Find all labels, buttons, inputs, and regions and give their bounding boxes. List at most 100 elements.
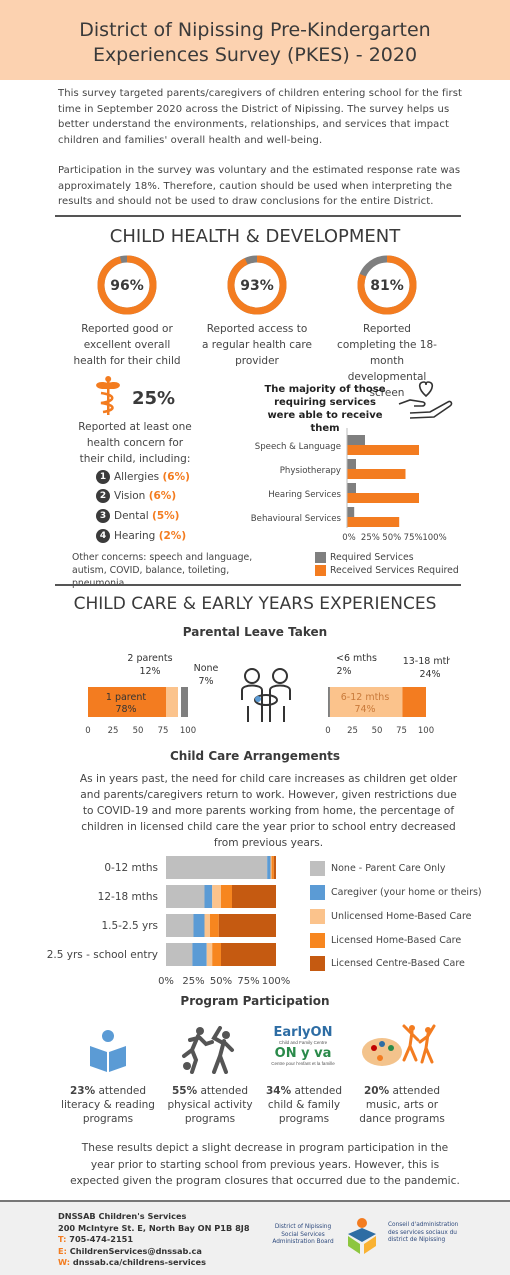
cc-segment	[267, 856, 271, 879]
cc-segment	[210, 914, 219, 937]
duration-value-13-18: 24%	[419, 669, 440, 680]
cc-segment	[270, 856, 272, 879]
cc-segment	[232, 885, 276, 908]
duration-segment	[329, 687, 403, 717]
intro-paragraph-2: Participation in the survey was voluntar…	[58, 165, 461, 207]
cc-segment	[166, 943, 193, 966]
donut-2-value: 93%	[240, 278, 274, 294]
services-received-bar	[347, 493, 419, 503]
leave-tick-label: 0	[85, 726, 90, 736]
donut-2: 93%	[227, 255, 287, 315]
dnssab-logo-icon	[348, 1218, 376, 1254]
donut-3-value: 81%	[370, 278, 404, 294]
hands-heart-icon	[398, 381, 453, 419]
book-reader-icon	[90, 1030, 126, 1072]
cc-category-label: 2.5 yrs - school entry	[47, 949, 158, 961]
cc-segment	[221, 943, 276, 966]
cc-segment	[166, 885, 205, 908]
sports-icon	[182, 1026, 234, 1074]
cc-segment	[166, 856, 268, 879]
divider	[55, 584, 461, 586]
services-tick-label: 25%	[361, 533, 380, 543]
services-category-label: Speech & Language	[255, 442, 341, 452]
leave-value-1-parent: 78%	[115, 704, 136, 715]
cc-tick-label: 50%	[210, 976, 232, 987]
cc-segment	[212, 885, 221, 908]
duration-tick-label: 0	[325, 726, 330, 736]
divider	[55, 215, 461, 217]
concern-item-4: 4 Hearing (2%)	[96, 528, 186, 544]
concern-item-3: 3 Dental (5%)	[96, 508, 179, 524]
earlyon-logo: EarlyON Child and Family Centre ON y va …	[271, 1025, 335, 1067]
program-item-1: 23% attended literacy & reading programs	[61, 1085, 155, 1125]
program-item-4: 20% attended music, arts or dance progra…	[359, 1085, 445, 1125]
legend-required: Required Services	[315, 551, 459, 564]
caduceus-icon	[96, 376, 120, 415]
concern-item-1: 1 Allergies (6%)	[96, 469, 190, 485]
program-closing: These results depict a slight decrease i…	[70, 1142, 460, 1187]
childcare-section-title: CHILD CARE & EARLY YEARS EXPERIENCES	[73, 594, 437, 614]
duration-label-13-18: 13-18 mths	[403, 656, 450, 667]
health-section-title: CHILD HEALTH & DEVELOPMENT	[109, 226, 401, 247]
leave-value-2-parents: 12%	[139, 666, 160, 677]
page-title-line2: Experiences Survey (PKES) - 2020	[92, 44, 418, 66]
footer: DNSSAB Children's Services 200 McIntyre …	[0, 1200, 510, 1275]
arrangements-text: As in years past, the need for child car…	[79, 773, 458, 849]
cc-category-label: 0-12 mths	[104, 862, 158, 874]
cc-segment	[206, 943, 213, 966]
arrangements-title: Child Care Arrangements	[169, 749, 341, 763]
cc-tick-label: 25%	[182, 976, 204, 987]
services-required-bar	[347, 507, 355, 517]
cc-segment	[221, 885, 232, 908]
cc-legend-2: Unlicensed Home-Based Care	[310, 908, 472, 925]
other-concerns: Other concerns: speech and language, aut…	[72, 552, 253, 589]
services-tick-label: 50%	[382, 533, 401, 543]
cc-segment	[204, 914, 210, 937]
leave-label-none: None	[194, 663, 219, 674]
website-link[interactable]: dnssab.ca/childrens-services	[72, 1257, 206, 1267]
cc-tick-label: 0%	[158, 976, 174, 987]
donut-1: 96%	[97, 255, 157, 315]
services-tick-label: 75%	[404, 533, 423, 543]
program-item-2: 55% attended physical activity programs	[167, 1085, 253, 1125]
duration-tick-label: 100	[418, 726, 434, 736]
leave-label-2-parents: 2 parents	[127, 653, 172, 664]
services-required-bar	[347, 483, 356, 493]
cc-legend-1: Caregiver (your home or theirs)	[310, 884, 482, 901]
duration-label-6-12: 6-12 mths	[341, 692, 390, 703]
donut-1-value: 96%	[110, 278, 144, 294]
board-name-en: District of Nipissing Social Services Ad…	[272, 1224, 334, 1245]
services-received-bar	[347, 517, 400, 527]
donut-2-label: Reported access to a regular health care…	[202, 323, 312, 367]
board-name-fr: Conseil d'administration des services so…	[388, 1222, 459, 1243]
childcare-chart: 0-12 mths 12-18 mths 1.5-2.5 yrs 2.5 yrs - …	[47, 856, 291, 987]
cc-segment	[271, 856, 274, 879]
phone-link[interactable]: 705-474-2151	[69, 1234, 134, 1244]
leave-tick-label: 75	[158, 726, 169, 736]
program-item-3: 34% attended child & family programs	[265, 1085, 343, 1125]
cc-segment	[192, 943, 207, 966]
services-tick-label: 0%	[342, 533, 356, 543]
duration-tick-label: 75	[396, 726, 407, 736]
program-title: Program Participation	[180, 994, 330, 1008]
donut-1-label: Reported good or excellent overall healt…	[73, 323, 181, 367]
services-chart: Speech & Language Physiotherapy Hearing Se…	[251, 428, 447, 543]
cc-segment	[273, 856, 276, 879]
cc-segment	[218, 914, 276, 937]
page-header: District of Nipissing Pre-Kindergarten E…	[0, 0, 510, 80]
leave-tick-label: 25	[108, 726, 119, 736]
services-category-label: Physiotherapy	[280, 466, 341, 476]
leave-segment-2-parents	[166, 687, 178, 717]
leave-segment	[88, 687, 166, 717]
cc-tick-label: 100%	[262, 976, 291, 987]
cc-legend-3: Licensed Home-Based Care	[310, 932, 461, 949]
donut-3: 81%	[357, 255, 417, 315]
services-tick-label: 100%	[422, 533, 446, 543]
duration-value-6-12: 74%	[354, 704, 375, 715]
email-link[interactable]: ChildrenServices@dnssab.ca	[69, 1245, 202, 1256]
services-required-bar	[347, 459, 356, 469]
duration-label-lt6: <6 mths	[336, 653, 377, 664]
cc-segment	[193, 914, 205, 937]
